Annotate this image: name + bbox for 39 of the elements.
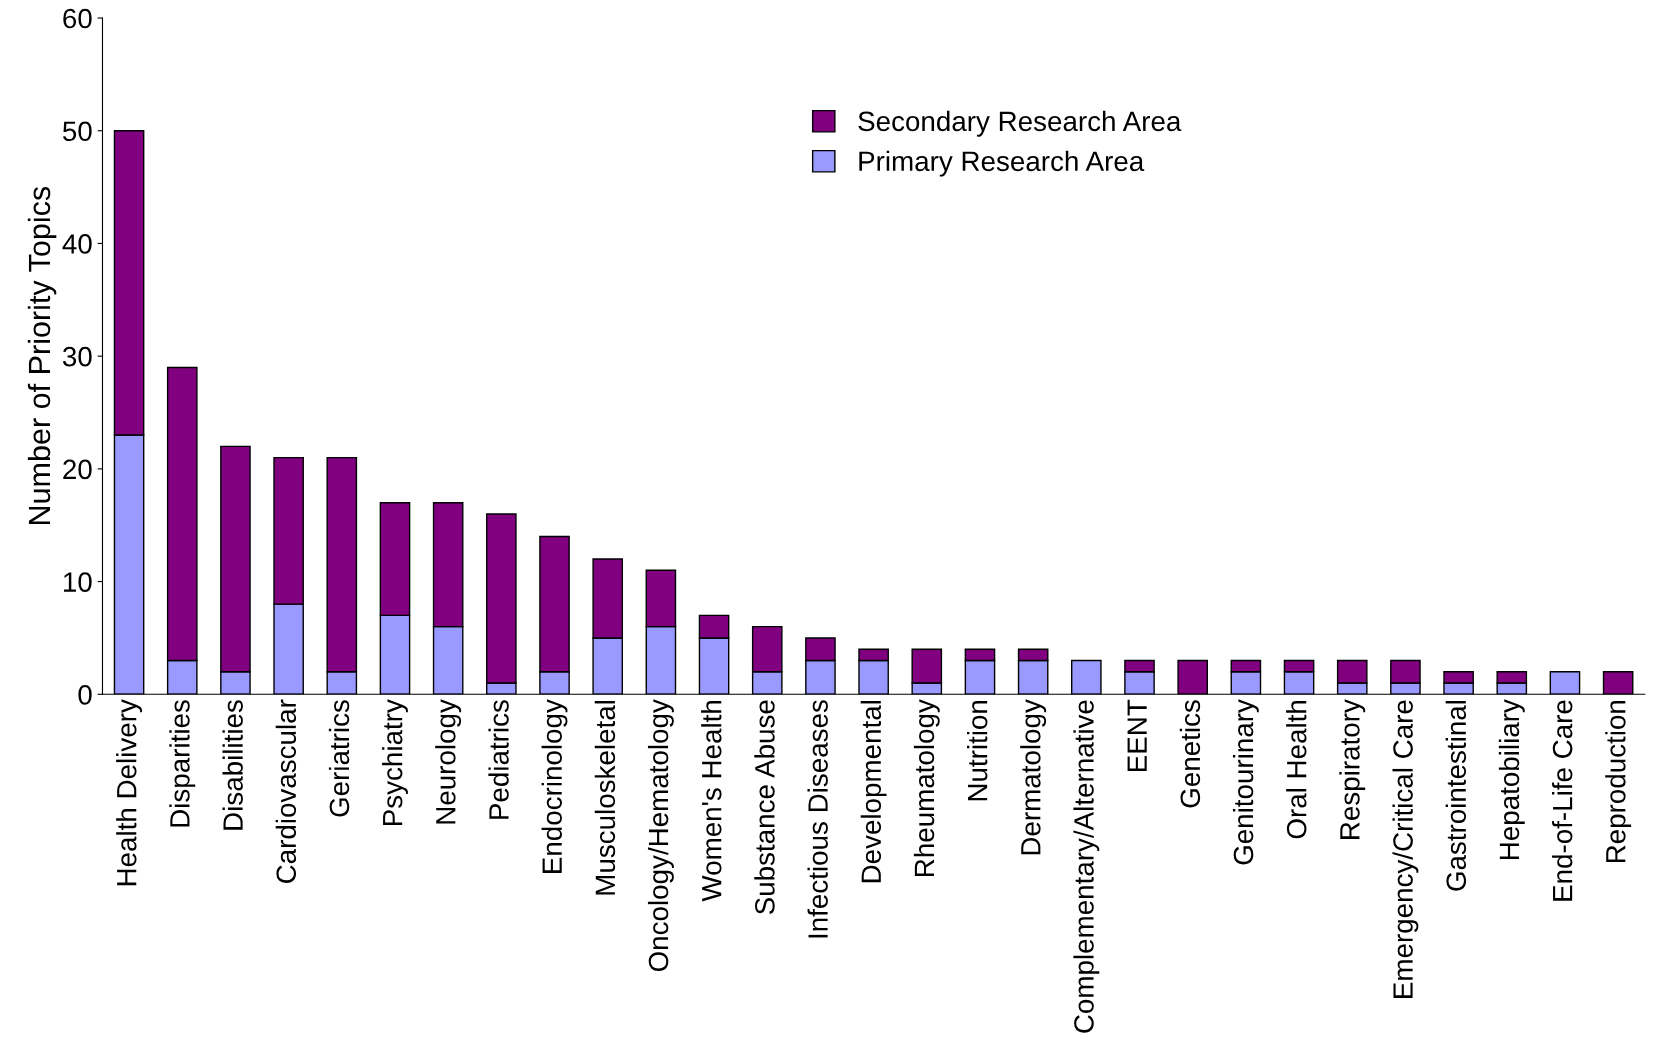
x-tick-label: Genitourinary <box>1232 699 1259 865</box>
x-tick-label: Hepatobiliary <box>1498 699 1525 859</box>
y-tick-label: 10 <box>63 572 92 592</box>
x-tick-label: Oncology/Hematology <box>647 699 674 972</box>
x-tick-label: Health Delivery <box>116 699 143 886</box>
y-tick-label: 60 <box>63 8 92 29</box>
x-tick-label: Psychiatry <box>382 699 408 825</box>
y-tick-label: 0 <box>78 684 92 705</box>
x-tick-label: Reproduction <box>1605 700 1632 863</box>
x-tick-label: Emergency/Critical Care <box>1392 700 1419 998</box>
x-tick-label: Endocrinology <box>541 699 568 873</box>
y-axis-title: Number of Priority Topics <box>27 186 57 525</box>
x-tick-label: End-of-Life Care <box>1552 700 1573 901</box>
x-tick-label: Gastrointestinal <box>1445 701 1467 891</box>
x-tick-label: Rheumatology <box>913 699 940 876</box>
x-tick-label: Developmental <box>860 701 887 883</box>
x-tick-label: Respiratory <box>1339 699 1366 839</box>
x-tick-label: Musculoskeletal <box>594 701 616 895</box>
y-tick-label: 30 <box>62 346 92 367</box>
x-tick-label: Disparities <box>169 700 196 827</box>
y-tick-label: 40 <box>62 234 92 254</box>
x-tick-label: Oral Health <box>1286 700 1307 839</box>
x-tick-label: Pediatrics <box>488 700 509 819</box>
x-tick-label: Neurology <box>435 699 462 824</box>
x-tick-label: Infectious Diseases <box>807 700 828 938</box>
x-tick-label: Nutrition <box>967 700 988 801</box>
x-tick-label: Substance Abuse <box>754 700 775 915</box>
legend-label: Primary Research Area <box>859 150 1145 177</box>
x-tick-label: Cardiovascular <box>275 699 297 883</box>
x-tick-label: EENT <box>1127 699 1147 771</box>
x-tick-label: Dermatology <box>1020 699 1047 855</box>
x-tick-label: Geriatrics <box>328 700 350 817</box>
x-tick-label: Complementary/Alternative <box>1073 700 1100 1033</box>
legend-label: Secondary Research Area <box>858 110 1182 137</box>
y-tick-label: 20 <box>63 459 92 480</box>
x-tick-label: Disabilities <box>222 700 243 830</box>
y-tick-label: 50 <box>62 121 92 142</box>
x-tick-label: Women's Health <box>701 700 722 902</box>
x-tick-label: Genetics <box>1179 700 1201 808</box>
